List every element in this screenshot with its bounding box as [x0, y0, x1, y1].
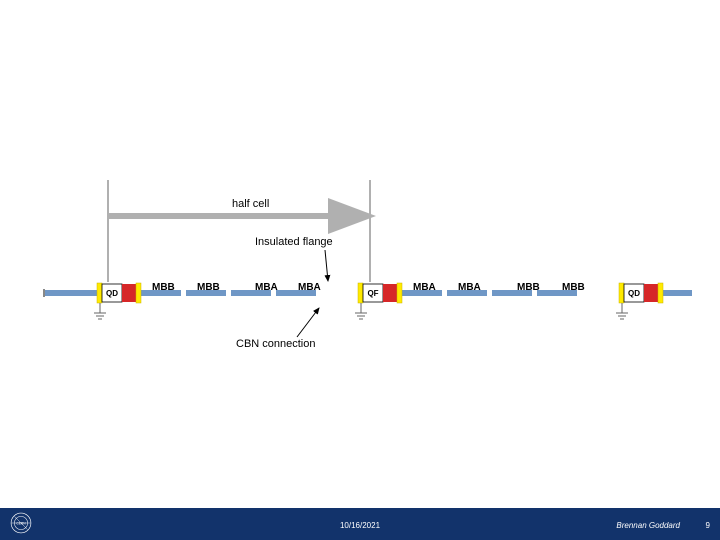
svg-text:QF: QF [367, 289, 378, 298]
footer-page-number: 9 [706, 521, 710, 530]
svg-text:CERN: CERN [16, 522, 26, 526]
footer-author: Brennan Goddard [616, 521, 680, 530]
dipole-label: MBA [458, 282, 481, 293]
diagram-svg: QD QF QD [0, 0, 720, 540]
dipole-label: MBA [413, 282, 436, 293]
cbn-connection-label: CBN connection [236, 338, 316, 350]
dipole-label: MBA [298, 282, 321, 293]
footer-date: 10/16/2021 [340, 521, 380, 530]
slide-canvas: QD QF QD half cell Insulated flange CBN co… [0, 0, 720, 540]
svg-text:QD: QD [628, 289, 640, 298]
dipole-label: MBB [517, 282, 540, 293]
svg-text:QD: QD [106, 289, 118, 298]
dipole-label: MBB [197, 282, 220, 293]
insulated-flange-label: Insulated flange [255, 236, 333, 248]
footer-bar: CERN 10/16/2021 Brennan Goddard 9 [0, 508, 720, 540]
half-cell-label: half cell [232, 198, 269, 210]
dipole-label: MBA [255, 282, 278, 293]
cern-logo: CERN [10, 512, 32, 534]
dipole-label: MBB [562, 282, 585, 293]
dipole-label: MBB [152, 282, 175, 293]
